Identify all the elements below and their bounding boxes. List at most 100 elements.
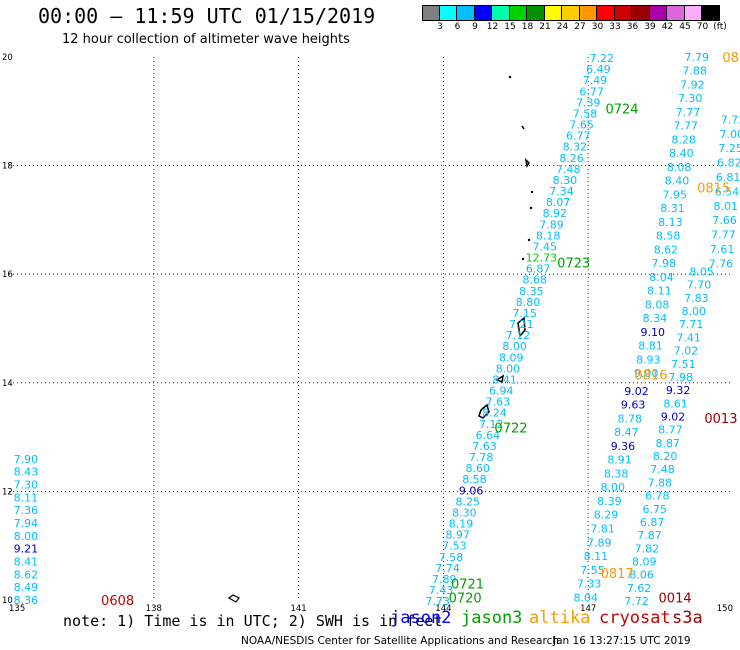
legend-cryosat: cryosat bbox=[599, 608, 671, 628]
wave-height-value: 7.89 bbox=[432, 573, 457, 586]
wave-height-value: 8.24 bbox=[482, 407, 507, 420]
wave-height-value: 8.28 bbox=[671, 133, 696, 146]
wave-height-value: 8.68 bbox=[522, 274, 547, 287]
map-grid bbox=[9, 57, 733, 600]
wave-height-value: 7.73 bbox=[425, 595, 450, 608]
wave-height-value: 7.58 bbox=[439, 551, 464, 564]
wave-height-value: 8.07 bbox=[546, 196, 571, 209]
wave-height-value: 7.21 bbox=[509, 318, 534, 331]
wave-height-value: 9.21 bbox=[14, 543, 39, 556]
wave-height-value: 8.00 bbox=[14, 530, 39, 543]
latitude-tick-label: 12 bbox=[2, 487, 13, 497]
wave-height-value: 7.15 bbox=[512, 307, 537, 320]
pass-label: 0723 bbox=[557, 256, 590, 271]
pass-label: 0816 bbox=[634, 369, 667, 384]
page-title: 00:00 – 11:59 UTC 01/15/2019 bbox=[38, 4, 376, 28]
wave-height-value: 8.00 bbox=[496, 362, 521, 375]
wave-height-value: 8.91 bbox=[607, 454, 632, 467]
wave-height-value: 7.51 bbox=[671, 358, 696, 371]
track-j3-a: 7.226.497.496.777.397.587.656.778.328.26… bbox=[425, 52, 614, 608]
colorbar-swatch bbox=[702, 5, 720, 21]
wave-height-value: 8.13 bbox=[658, 216, 683, 229]
pass-label: 0722 bbox=[494, 421, 527, 436]
island-rota bbox=[495, 374, 505, 384]
credit-line: NOAA/NESDIS Center for Satellite Applica… bbox=[241, 635, 559, 647]
wave-height-value: 7.30 bbox=[678, 92, 703, 105]
wave-height-value: 8.97 bbox=[445, 529, 470, 542]
legend-altika: altika bbox=[529, 608, 591, 628]
wave-height-value: 8.40 bbox=[669, 147, 694, 160]
pass-label: 08 bbox=[722, 51, 739, 66]
wave-height-value: 7.34 bbox=[549, 185, 574, 198]
wave-height-value: 7.65 bbox=[569, 119, 594, 132]
island-guam bbox=[478, 403, 490, 419]
pass-label: 0724 bbox=[605, 103, 638, 118]
track-altika-a: 7.797.887.927.307.777.778.288.408.088.40… bbox=[634, 51, 709, 380]
colorbar-label: 15 bbox=[504, 22, 516, 32]
island-west-small bbox=[227, 594, 240, 603]
colorbar-swatch bbox=[649, 5, 667, 21]
wave-height-value: 8.25 bbox=[456, 495, 481, 508]
wave-height-value: 6.94 bbox=[489, 385, 514, 398]
wave-height-value: 8.87 bbox=[655, 437, 680, 450]
wave-height-value: 6.77 bbox=[566, 130, 591, 143]
wave-height-value: 7.92 bbox=[680, 78, 705, 91]
latitude-tick-label: 16 bbox=[2, 270, 13, 280]
island-dot-3 bbox=[529, 206, 533, 210]
wave-height-value: 8.49 bbox=[14, 581, 39, 594]
island-north-2 bbox=[521, 125, 525, 130]
islands bbox=[227, 75, 534, 603]
wave-height-value: 8.43 bbox=[14, 466, 39, 479]
wave-height-value: 6.78 bbox=[645, 490, 670, 503]
wave-height-value: 9.06 bbox=[459, 484, 484, 497]
wave-height-value: 8.00 bbox=[682, 305, 707, 318]
colorbar-label: 12 bbox=[486, 22, 499, 32]
generated-timestamp: Jan 16 13:27:15 UTC 2019 bbox=[553, 635, 691, 647]
wave-height-value: 7.43 bbox=[429, 584, 454, 597]
longitude-tick-label: 138 bbox=[146, 604, 162, 614]
pass-label: 0721 bbox=[451, 578, 484, 593]
altimeter-tracks: 7.908.437.308.117.367.948.009.218.418.62… bbox=[14, 51, 740, 608]
wave-height-value: 7.77 bbox=[711, 229, 736, 242]
wave-height-value: 8.36 bbox=[14, 594, 39, 607]
colorbar-swatch bbox=[544, 5, 562, 21]
wave-height-value: 7.66 bbox=[712, 214, 737, 227]
colorbar-swatch bbox=[509, 5, 527, 21]
wave-height-value: 8.41 bbox=[492, 373, 517, 386]
wave-height-value: 7.89 bbox=[539, 218, 564, 231]
wave-height-value: 7.76 bbox=[709, 257, 734, 270]
wave-height-value: 8.41 bbox=[14, 555, 39, 568]
colorbar-label: 3 bbox=[437, 22, 443, 32]
wave-height-value: 7.48 bbox=[650, 463, 675, 476]
island-dot-1 bbox=[508, 75, 512, 79]
latitude-tick-label: 10 bbox=[2, 596, 13, 606]
wave-height-value: 8.01 bbox=[714, 200, 739, 213]
wave-height-value: 7.25 bbox=[718, 142, 740, 155]
wave-height-value: 7.90 bbox=[14, 453, 39, 466]
colorbar-swatch bbox=[597, 5, 615, 21]
wave-height-value: 7.02 bbox=[674, 345, 699, 358]
island-tinian-saipan bbox=[517, 316, 526, 338]
wave-height-value: 7.58 bbox=[573, 107, 598, 120]
longitude-tick-label: 144 bbox=[435, 604, 451, 614]
colorbar-swatch bbox=[439, 5, 457, 21]
island-dot-5 bbox=[521, 257, 525, 261]
colorbar-swatch bbox=[614, 5, 632, 21]
wave-height-value: 7.73 bbox=[721, 113, 740, 126]
wave-height-value: 6.87 bbox=[640, 516, 665, 529]
wave-height-value: 7.98 bbox=[669, 371, 694, 384]
colorbar-label: 33 bbox=[609, 22, 621, 32]
wave-height-value: 8.04 bbox=[649, 271, 674, 284]
wave-height-value: 6.54 bbox=[715, 185, 740, 198]
wave-height-value: 8.92 bbox=[543, 207, 568, 220]
wave-height-value: 7.88 bbox=[682, 65, 707, 78]
wave-height-value: 8.38 bbox=[604, 467, 629, 480]
wave-height-value: 7.82 bbox=[635, 542, 660, 555]
wave-height-value: 9.63 bbox=[621, 399, 646, 412]
pass-label: 0815 bbox=[697, 181, 730, 196]
colorbar-swatch bbox=[422, 5, 440, 21]
track-mid-b: 9.029.638.788.479.368.918.388.008.398.29… bbox=[574, 385, 649, 604]
colorbar-label: 45 bbox=[679, 22, 691, 32]
